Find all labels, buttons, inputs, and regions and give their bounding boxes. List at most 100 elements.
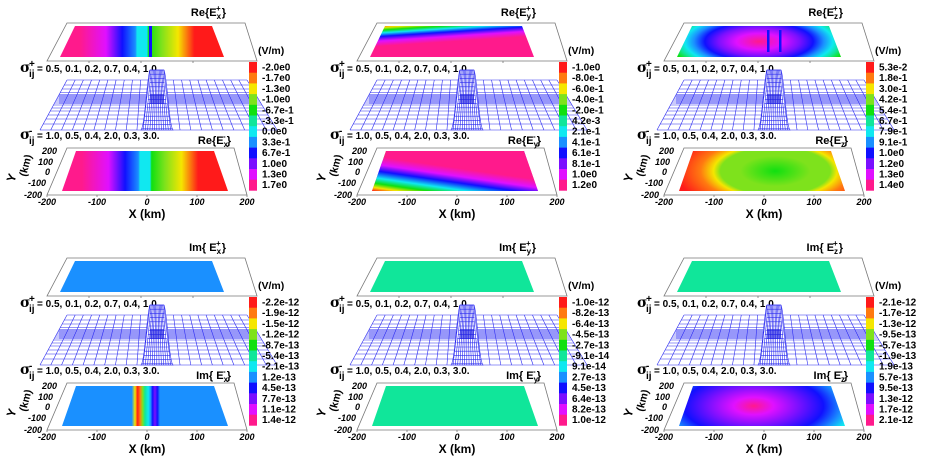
colorbar-swatch — [249, 372, 257, 383]
colorbar-swatch — [559, 116, 567, 127]
x-axis-label: X (km) — [746, 442, 783, 456]
colorbar-label: -1.3e-12 — [879, 319, 917, 330]
colorbar-label: -1.2e-12 — [262, 330, 300, 341]
conductivity-mesh — [40, 70, 277, 130]
x-tick-label: 0 — [761, 432, 766, 442]
y-tick-label: 0 — [662, 167, 667, 177]
y-tick-label: 100 — [348, 392, 363, 402]
sigma-values: = 1.0, 0.5, 0.4, 2.0, 0.3, 3.0. — [654, 366, 777, 377]
colorbar-label: 1.3e0 — [879, 170, 904, 181]
colorbar-swatch — [559, 361, 567, 372]
colorbar-label: -5.7e-13 — [879, 340, 917, 351]
colorbar-label: 3.0e-1 — [879, 84, 908, 95]
x-tick-label: 200 — [855, 432, 871, 442]
x-tick-label: 200 — [548, 197, 564, 207]
conductivity-mesh — [350, 305, 587, 365]
x-tick-label: 100 — [189, 197, 204, 207]
y-tick-label: -200 — [24, 425, 42, 435]
y-tick-label: 0 — [355, 167, 360, 177]
sigma-values: = 0.5, 0.1, 0.2, 0.7, 0.4, 1.0. — [654, 299, 777, 310]
top-surface-plot — [47, 23, 257, 63]
bottom-heatmap — [62, 386, 228, 426]
panel-reex: Re{Ex+} σ+ij= 0.5, 0.1, 0.2, 0.7, 0.4, 1.… — [0, 0, 320, 232]
colorbar-label: 1.0e0 — [879, 148, 904, 159]
colorbar-label: 4.5e-13 — [572, 383, 606, 394]
colorbar-label: 1.7e-12 — [879, 405, 913, 416]
colorbar-swatch — [249, 180, 257, 191]
colorbar-label: -4.5e-13 — [572, 330, 610, 341]
colorbar-swatch — [249, 169, 257, 180]
colorbar-label: -1.0e0 — [262, 95, 291, 106]
x-tick-label: -100 — [705, 197, 723, 207]
colorbar-unit: (V/m) — [568, 45, 594, 57]
colorbar-swatch — [249, 340, 257, 351]
center-stripe — [767, 30, 770, 52]
colorbar-label: -6.0e-1 — [572, 84, 604, 95]
colorbar-swatch — [866, 148, 874, 159]
colorbar-swatch — [559, 94, 567, 105]
sigma-minus-label: σ-ij= 1.0, 0.5, 0.4, 2.0, 0.3, 3.0. — [20, 361, 160, 382]
colorbar-label: 4.2e-3 — [572, 116, 601, 127]
central-ridge — [758, 305, 790, 365]
colorbar-swatch — [559, 62, 567, 73]
svg-text:ij: ij — [339, 69, 345, 80]
y-axis-unit: (km) — [327, 153, 344, 178]
y-tick-label: -100 — [28, 413, 46, 423]
colorbar-label: -2.1e-13 — [262, 362, 300, 373]
colorbar-label: 7.7e-13 — [262, 394, 296, 405]
colorbar-label: 9.1e-14 — [572, 362, 606, 373]
svg-text:ij: ij — [29, 69, 35, 80]
colorbar-swatch — [866, 361, 874, 372]
bottom-plot-title: Re{Ez-} — [815, 132, 848, 149]
colorbar-label: 4.5e-13 — [262, 383, 296, 394]
colorbar-label: 1.2e0 — [572, 180, 597, 191]
colorbar-swatch — [866, 415, 874, 426]
colorbar-swatch — [249, 137, 257, 148]
x-tick-label: 0 — [144, 432, 149, 442]
x-tick-label: 100 — [806, 197, 821, 207]
svg-text:ij: ij — [646, 304, 652, 315]
colorbar-label: -1.7e-12 — [879, 308, 917, 319]
top-plot-title: Re{Ex+} — [191, 4, 227, 21]
conductivity-mesh — [40, 305, 277, 365]
y-tick-label: 200 — [351, 146, 367, 156]
x-tick-label: -100 — [705, 432, 723, 442]
colorbar-swatch — [866, 297, 874, 308]
x-tick-label: -100 — [398, 432, 416, 442]
y-tick-label: -100 — [338, 178, 356, 188]
colorbar-label: 6.1e-1 — [572, 148, 601, 159]
sigma-plus-label: σ+ij= 0.5, 0.1, 0.2, 0.7, 0.4, 1.0. — [20, 59, 160, 80]
colorbar-swatch — [249, 329, 257, 340]
colorbar-swatch — [866, 169, 874, 180]
sigma-values: = 1.0, 0.5, 0.4, 2.0, 0.3, 3.0. — [347, 366, 470, 377]
top-heatmap — [370, 261, 534, 292]
colorbar-label: -6.4e-13 — [572, 319, 610, 330]
x-tick-label: 0 — [454, 197, 459, 207]
y-axis-unit: (km) — [17, 153, 34, 178]
y-tick-label: 0 — [45, 402, 50, 412]
colorbar-swatch — [559, 318, 567, 329]
y-tick-label: -100 — [338, 413, 356, 423]
x-tick-label: 200 — [855, 197, 871, 207]
colorbar-label: 6.4e-13 — [572, 394, 606, 405]
conductivity-mesh — [657, 70, 894, 130]
y-tick-label: 200 — [41, 381, 57, 391]
colorbar-swatch — [866, 62, 874, 73]
x-axis-label: X (km) — [439, 207, 476, 221]
colorbar-label: 1.0e0 — [262, 159, 287, 170]
sigma-minus-label: σ-ij= 1.0, 0.5, 0.4, 2.0, 0.3, 3.0. — [637, 361, 777, 382]
colorbar: (V/m)-2.2e-12-1.9e-12-1.5e-12-1.2e-12-8.… — [249, 280, 300, 426]
colorbar-label: 1.4e0 — [879, 180, 904, 191]
x-tick-label: 100 — [499, 432, 514, 442]
colorbar-unit: (V/m) — [875, 280, 901, 292]
panel-svg: Re{Ez+}σ+ij= 0.5, 0.1, 0.2, 0.7, 0.4, 1.… — [617, 0, 937, 232]
bottom-heatmap-overlay — [372, 151, 538, 191]
colorbar-label: 2.1e-12 — [879, 415, 913, 426]
colorbar-label: 9.5e-13 — [879, 383, 913, 394]
colorbar: (V/m)-2.0e0-1.7e0-1.3e0-1.0e0-6.7e-1-3.3… — [249, 45, 294, 191]
central-ridge — [141, 305, 173, 365]
y-tick-label: 0 — [45, 167, 50, 177]
sigma-minus-label: σ-ij= 1.0, 0.5, 0.4, 2.0, 0.3, 3.0. — [637, 126, 777, 147]
x-tick-label: -100 — [398, 197, 416, 207]
top-heatmap — [370, 26, 534, 57]
